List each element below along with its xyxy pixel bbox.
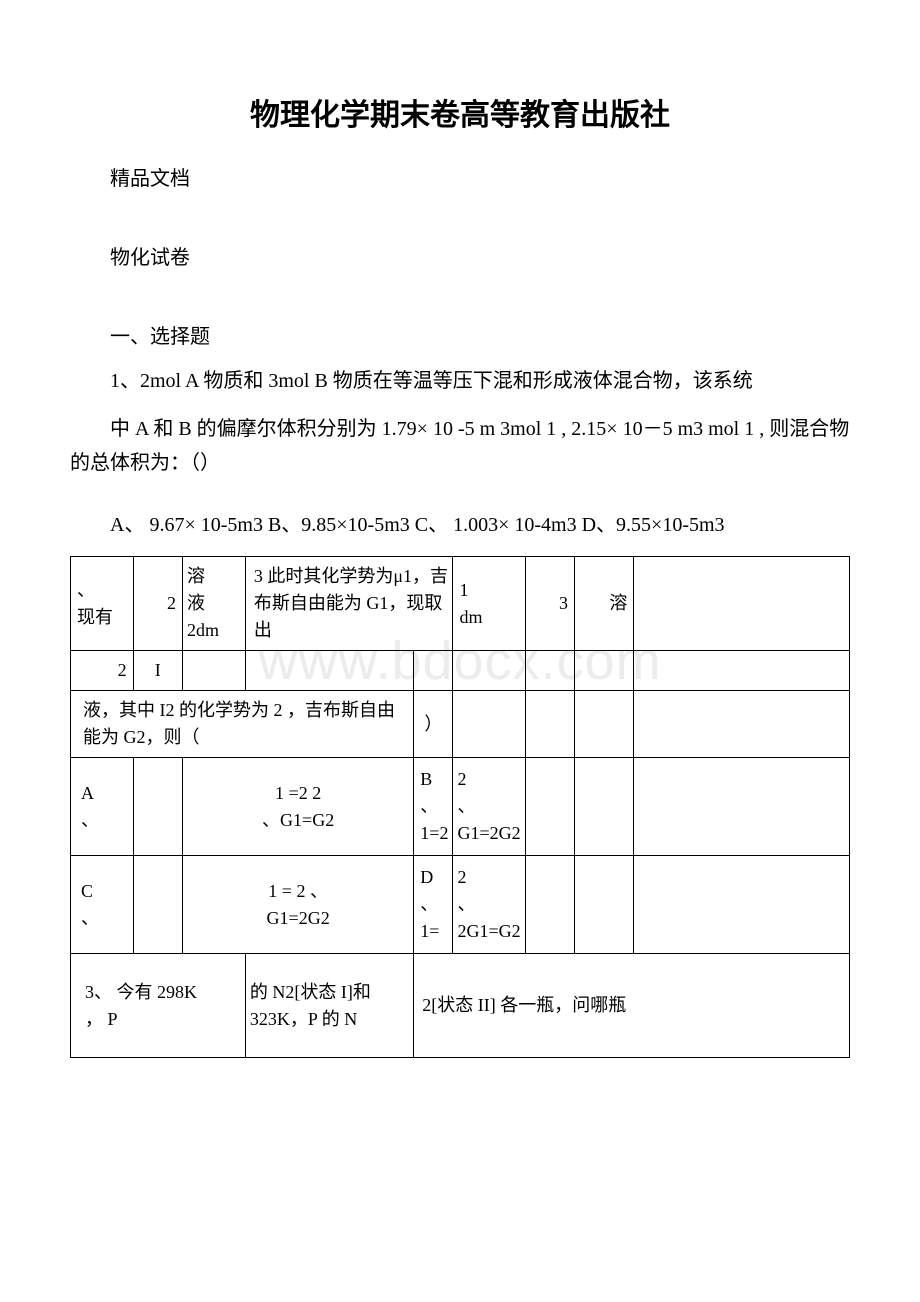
table-cell: I: [133, 651, 182, 691]
table-row: 液，其中 I2 的化学势为 2 ，吉布斯自由能为 G2，则（ ）: [71, 691, 850, 758]
table-cell: [182, 651, 245, 691]
document-subtitle: 精品文档: [70, 162, 850, 191]
document-content: 物理化学期末卷高等教育出版社 精品文档 物化试卷 一、选择题 1、2mol A …: [70, 90, 850, 1058]
table-cell: 2 、G1=2G2: [453, 758, 525, 856]
table-cell: C 、: [71, 856, 134, 954]
table-cell: [525, 651, 574, 691]
table-cell: 2: [133, 557, 182, 651]
table-cell: [634, 758, 850, 856]
table-cell: [634, 856, 850, 954]
table-cell: 1 dm: [453, 557, 525, 651]
table-cell: 1 =2 2 、G1=G2: [182, 758, 413, 856]
table-cell: A 、: [71, 758, 134, 856]
table-cell: [133, 758, 182, 856]
paper-label: 物化试卷: [70, 241, 850, 270]
table-cell: 2[状态 II] 各一瓶，问哪瓶: [414, 954, 850, 1058]
question-1-line2: 中 A 和 B 的偏摩尔体积分别为 1.79× 10 -5 m 3mol 1 ,…: [70, 412, 850, 480]
table-cell: [574, 651, 633, 691]
table-cell: B 、 1=2: [414, 758, 453, 856]
table-cell: [634, 651, 850, 691]
question-1-answers: A、 9.67× 10-5m3 B、9.85×10-5m3 C、 1.003× …: [70, 508, 850, 542]
table-row: A 、 1 =2 2 、G1=G2 B 、 1=2 2 、G1=2G2: [71, 758, 850, 856]
table-cell: 液，其中 I2 的化学势为 2 ，吉布斯自由能为 G2，则（: [71, 691, 414, 758]
table-row: 、 现有 2 溶 液 2dm 3 此时其化学势为μ1，吉布斯自由能为 G1，现取…: [71, 557, 850, 651]
table-cell: [525, 758, 574, 856]
table-cell: 、 现有: [71, 557, 134, 651]
section-heading: 一、选择题: [70, 320, 850, 349]
table-cell: 溶: [574, 557, 633, 651]
table-row: C 、 1 = 2 、 G1=2G2 D 、 1= 2 、2G1=G2: [71, 856, 850, 954]
table-cell: 的 N2[状态 I]和 323K，P 的 N: [245, 954, 413, 1058]
table-cell: 3、 今有 298K ， P: [71, 954, 246, 1058]
table-cell: ）: [414, 691, 453, 758]
table-cell: [525, 691, 574, 758]
table-row: 2 I: [71, 651, 850, 691]
table-cell: [634, 557, 850, 651]
question-table: 、 现有 2 溶 液 2dm 3 此时其化学势为μ1，吉布斯自由能为 G1，现取…: [70, 556, 850, 1058]
table-cell: 2 、2G1=G2: [453, 856, 525, 954]
table-cell: 2: [71, 651, 134, 691]
table-cell: 1 = 2 、 G1=2G2: [182, 856, 413, 954]
table-cell: 3 此时其化学势为μ1，吉布斯自由能为 G1，现取出: [245, 557, 453, 651]
table-cell: 溶 液 2dm: [182, 557, 245, 651]
table-cell: [453, 651, 525, 691]
table-cell: [525, 856, 574, 954]
table-cell: [453, 691, 525, 758]
table-cell: [574, 691, 633, 758]
table-cell: [634, 691, 850, 758]
table-cell: [574, 856, 633, 954]
page-title: 物理化学期末卷高等教育出版社: [70, 90, 850, 134]
table-cell: [133, 856, 182, 954]
table-cell: [245, 651, 413, 691]
question-1-line1: 1、2mol A 物质和 3mol B 物质在等温等压下混和形成液体混合物，该系…: [70, 364, 850, 398]
table-cell: [414, 651, 453, 691]
table-cell: 3: [525, 557, 574, 651]
table-row: 3、 今有 298K ， P 的 N2[状态 I]和 323K，P 的 N 2[…: [71, 954, 850, 1058]
table-cell: [574, 758, 633, 856]
table-cell: D 、 1=: [414, 856, 453, 954]
